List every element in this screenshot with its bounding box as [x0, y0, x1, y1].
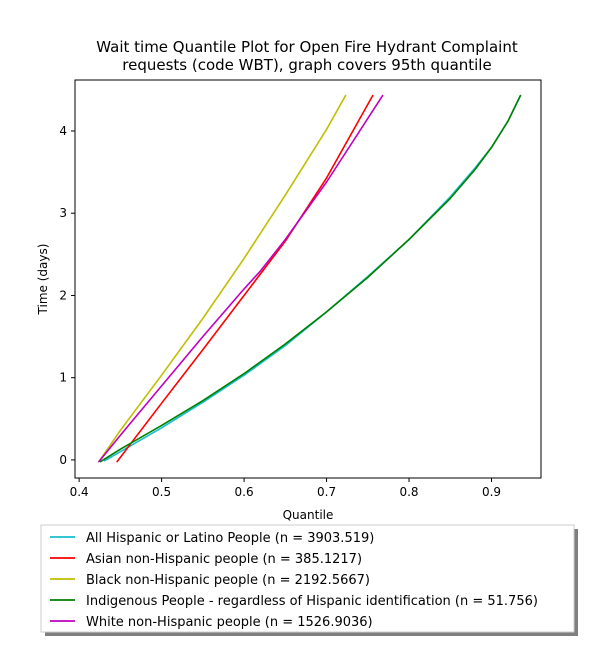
y-tick-label: 2	[59, 288, 67, 302]
y-axis: 0 1 2 3 4	[59, 124, 75, 467]
legend-box	[40, 524, 575, 633]
y-tick-label: 0	[59, 453, 67, 467]
series-line-2	[116, 94, 374, 463]
x-tick-label: 0.4	[70, 485, 89, 499]
series-line-3	[98, 94, 347, 463]
x-tick-label: 0.5	[152, 485, 171, 499]
legend-label: Black non-Hispanic people (n = 2192.5667…	[86, 573, 370, 588]
x-axis: 0.4 0.5 0.6 0.7 0.8 0.9	[70, 478, 501, 499]
series-lines	[98, 94, 522, 463]
x-axis-label: Quantile	[283, 508, 334, 522]
legend-label: All Hispanic or Latino People (n = 3903.…	[86, 531, 374, 546]
plot-frame	[74, 79, 542, 479]
legend-label: Asian non-Hispanic people (n = 385.1217)	[86, 552, 362, 567]
legend-label: Indigenous People - regardless of Hispan…	[86, 594, 538, 609]
y-tick-label: 3	[59, 206, 67, 220]
series-line-4	[99, 94, 522, 463]
legend: All Hispanic or Latino People (n = 3903.…	[40, 524, 578, 636]
y-tick-label: 1	[59, 371, 67, 385]
x-tick-label: 0.7	[317, 485, 336, 499]
series-line-5	[98, 94, 384, 463]
x-tick-label: 0.9	[482, 485, 501, 499]
legend-label: White non-Hispanic people (n = 1526.9036…	[86, 615, 373, 630]
y-tick-label: 4	[59, 124, 67, 138]
x-tick-label: 0.6	[235, 485, 254, 499]
chart-title-line-1: Wait time Quantile Plot for Open Fire Hy…	[96, 38, 518, 56]
x-tick-label: 0.8	[399, 485, 418, 499]
y-axis-label: Time (days)	[36, 244, 50, 316]
chart-title-line-2: requests (code WBT), graph covers 95th q…	[122, 56, 491, 74]
